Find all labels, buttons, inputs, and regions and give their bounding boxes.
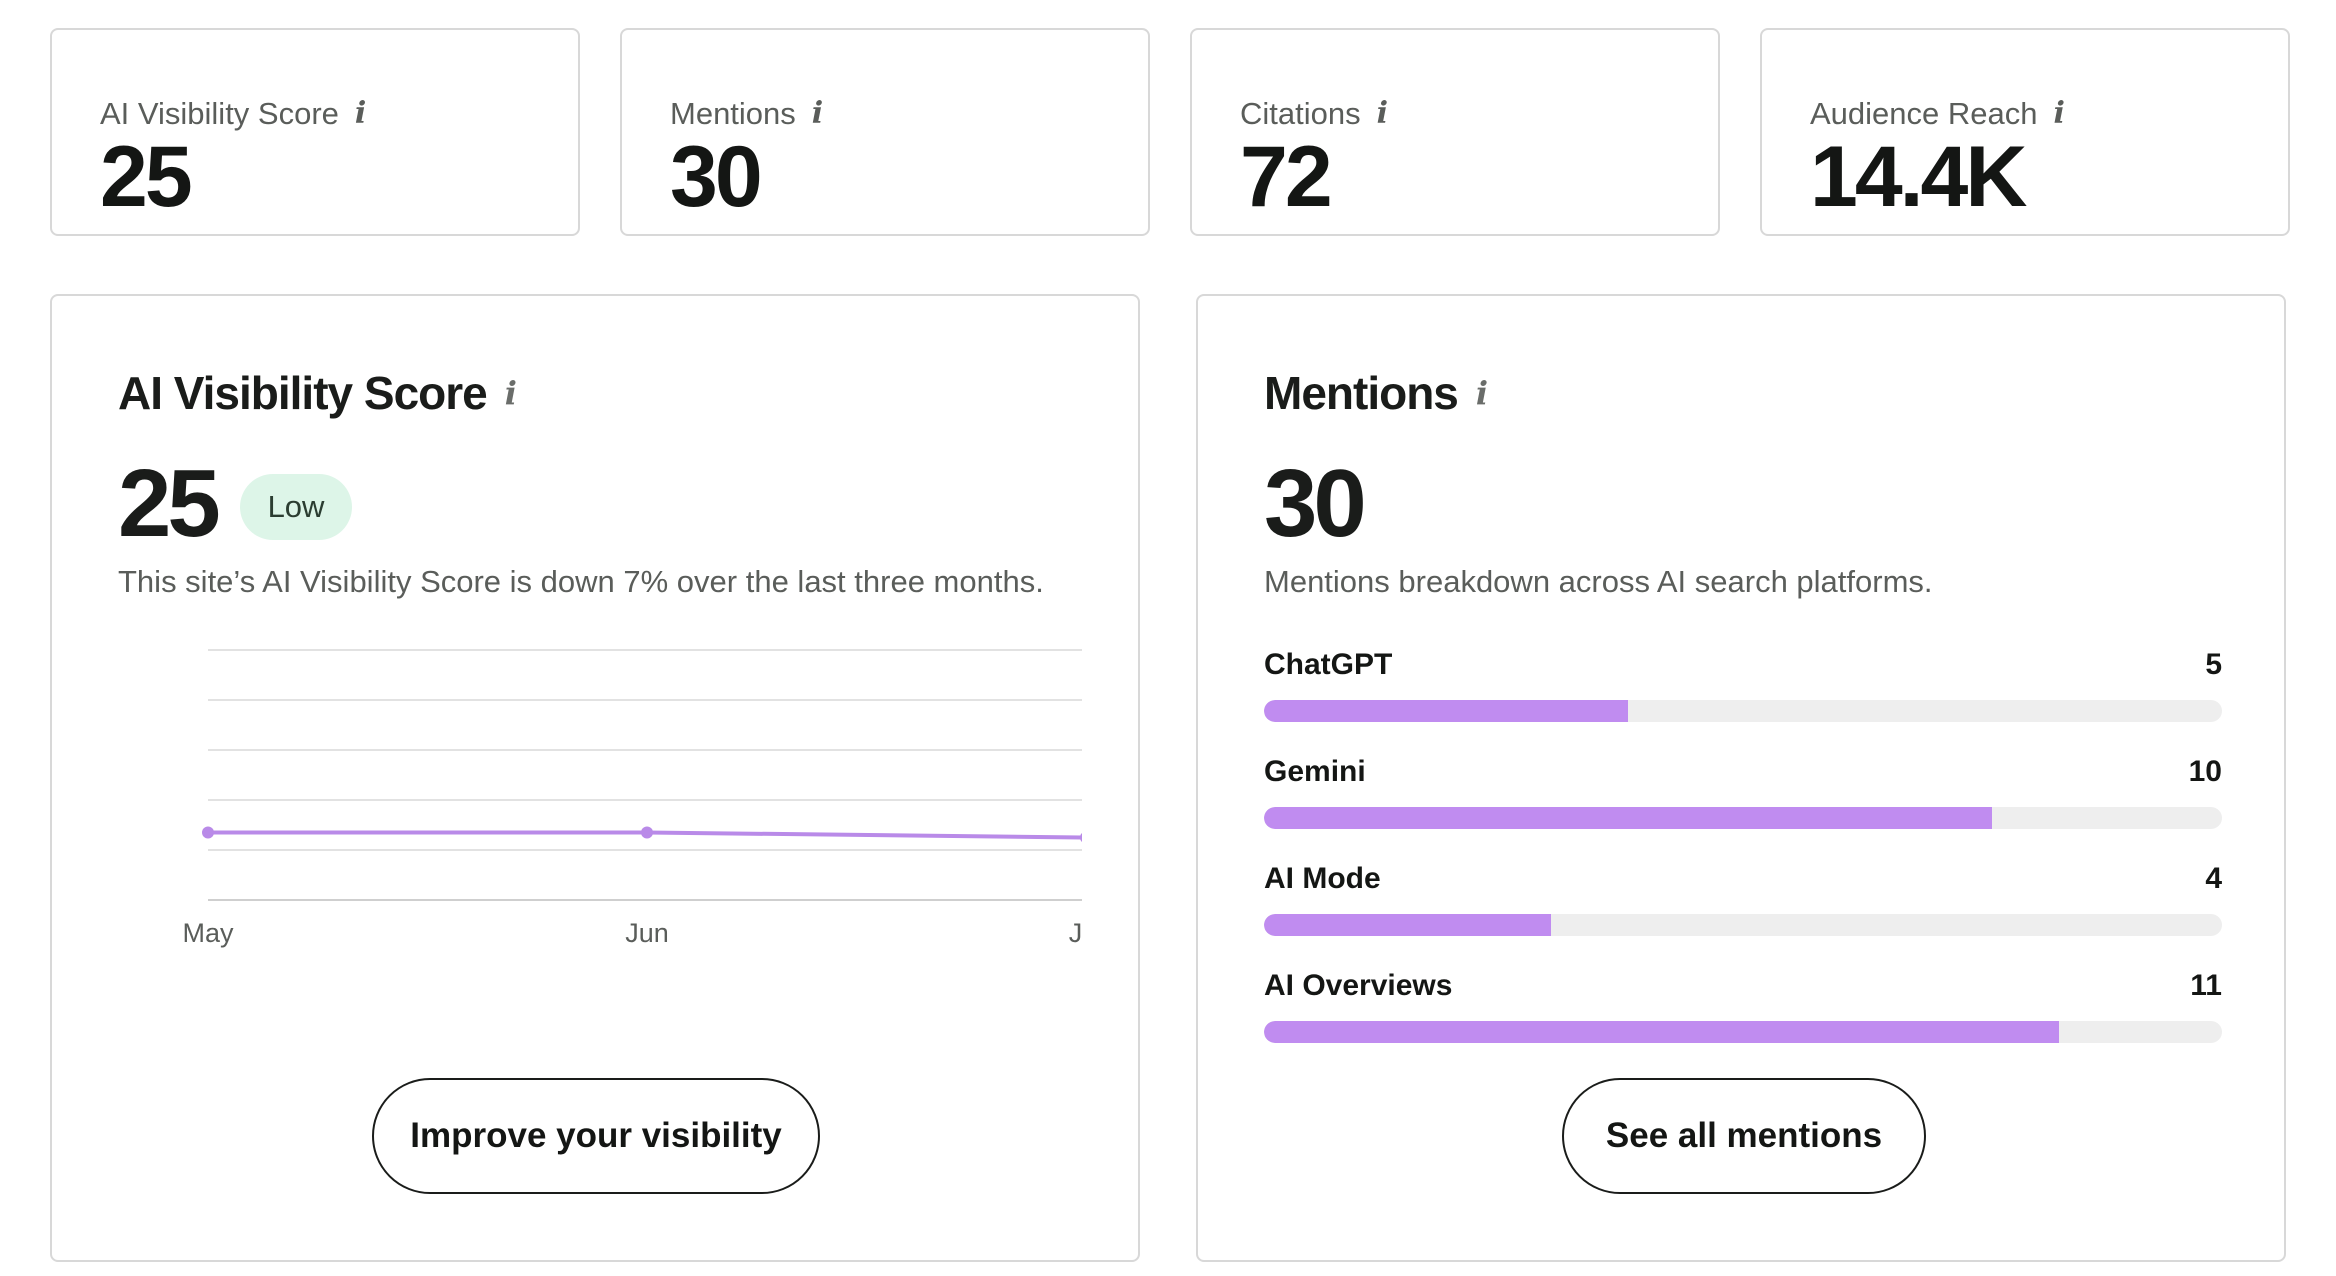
info-icon[interactable]: i [811, 96, 824, 131]
kpi-value: 30 [670, 129, 763, 225]
kpi-label: AI Visibility Score [100, 96, 339, 131]
mentions-value: 30 [1264, 450, 1367, 557]
kpi-card-mentions: Mentions i 30 [620, 28, 1150, 236]
data-point[interactable] [641, 826, 653, 839]
platform-count: 4 [2205, 862, 2222, 895]
visibility-panel: AI Visibility Score i 25 Low This site’s… [50, 294, 1140, 1262]
platform-count: 5 [2205, 648, 2222, 681]
platform-count: 10 [2188, 755, 2222, 788]
kpi-label: Audience Reach [1810, 96, 2038, 131]
kpi-label: Mentions [670, 96, 796, 131]
mentions-description: Mentions breakdown across AI search plat… [1264, 564, 1933, 599]
platform-name: AI Overviews [1264, 969, 1453, 1002]
data-point[interactable] [1080, 832, 1082, 844]
visibility-score-value: 25 [118, 450, 221, 557]
x-tick-label: May [182, 918, 234, 948]
progress-track [1264, 700, 2222, 722]
platform-count: 11 [2190, 969, 2222, 1002]
kpi-card-visibility: AI Visibility Score i 25 [50, 28, 580, 236]
progress-track [1264, 914, 2222, 936]
info-icon[interactable]: i [354, 96, 367, 131]
improve-visibility-button[interactable]: Improve your visibility [372, 1078, 820, 1194]
mentions-panel: Mentions i 30 Mentions breakdown across … [1196, 294, 2286, 1262]
info-icon[interactable]: i [504, 374, 517, 412]
info-icon[interactable]: i [1376, 96, 1389, 131]
platform-row-chatgpt: ChatGPT 5 [1264, 648, 2222, 722]
progress-fill [1264, 914, 1552, 936]
progress-fill [1264, 807, 1993, 829]
info-icon[interactable]: i [2053, 96, 2065, 131]
see-all-mentions-button[interactable]: See all mentions [1562, 1078, 1926, 1194]
kpi-value: 72 [1240, 129, 1333, 225]
kpi-card-audience-reach: Audience Reach i 14.4K [1760, 28, 2290, 236]
data-point[interactable] [202, 826, 214, 839]
platform-name: AI Mode [1264, 862, 1381, 895]
panel-title: AI Visibility Score [118, 367, 488, 419]
kpi-label: Citations [1240, 96, 1361, 131]
visibility-description: This site’s AI Visibility Score is down … [118, 564, 1044, 599]
x-tick-label: Jun [625, 918, 669, 948]
info-icon[interactable]: i [1475, 374, 1488, 412]
kpi-card-citations: Citations i 72 [1190, 28, 1720, 236]
progress-track [1264, 807, 2222, 829]
status-badge: Low [240, 474, 352, 540]
visibility-line-chart: May Jun Jul [182, 649, 1082, 948]
kpi-value: 25 [100, 129, 193, 225]
platform-name: Gemini [1264, 755, 1366, 788]
progress-fill [1264, 1021, 2060, 1043]
x-tick-label: Jul [1069, 918, 1082, 948]
progress-track [1264, 1021, 2222, 1043]
platform-row-ai-mode: AI Mode 4 [1264, 862, 2222, 936]
platform-row-ai-overviews: AI Overviews 11 [1264, 969, 2222, 1043]
panel-title: Mentions [1264, 367, 1459, 419]
platform-name: ChatGPT [1264, 648, 1393, 681]
progress-fill [1264, 700, 1629, 722]
kpi-value: 14.4K [1810, 129, 2027, 225]
platform-row-gemini: Gemini 10 [1264, 755, 2222, 829]
